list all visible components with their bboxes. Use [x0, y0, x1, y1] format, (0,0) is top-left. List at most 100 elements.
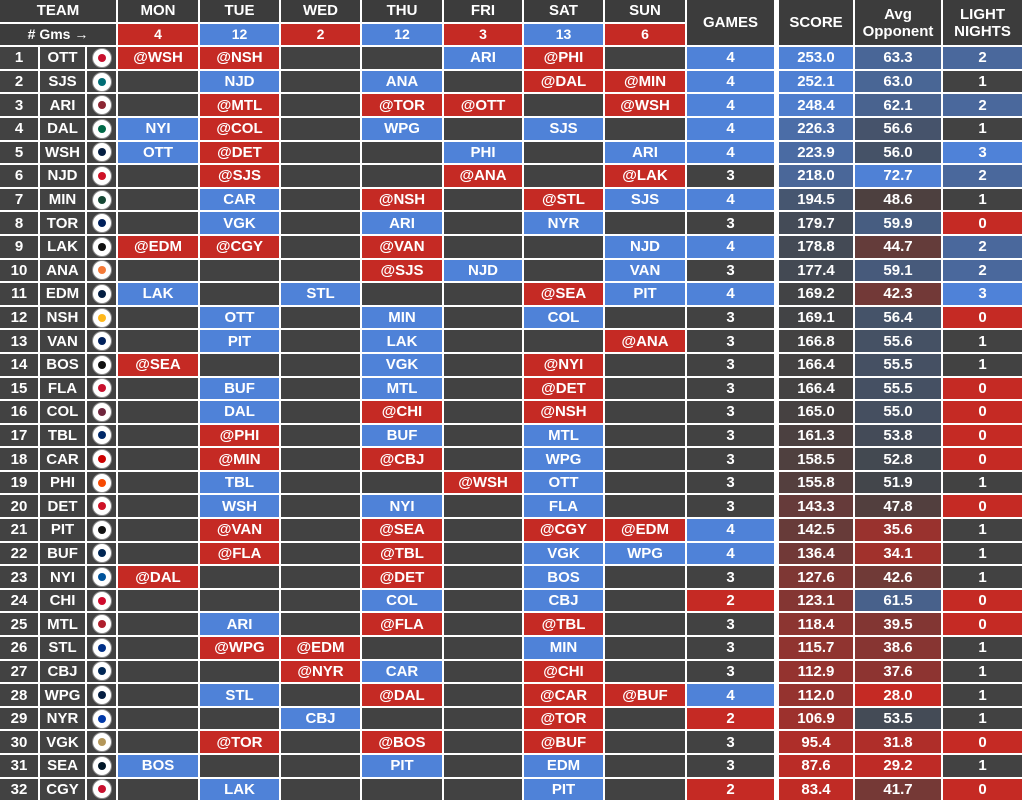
team-abbr-cell: DAL — [40, 117, 87, 142]
team-logo-cell — [87, 212, 118, 236]
matchup-cell-tue: BUF — [200, 377, 281, 402]
matchup-cell-sun: @BUF — [605, 684, 687, 708]
light-nights-cell: 1 — [943, 707, 1024, 732]
rank-cell: 29 — [0, 707, 40, 732]
matchup-cell-mon — [118, 471, 200, 496]
matchup-cell-wed — [281, 188, 362, 213]
light-nights-cell: 1 — [943, 660, 1024, 685]
table-row: 15 FLA BUF MTL @DET 3 166.4 55.5 0 — [0, 377, 1024, 402]
team-logo-cell — [87, 589, 118, 614]
games-cell: 4 — [687, 519, 779, 543]
light-nights-cell: 2 — [943, 235, 1024, 260]
matchup-cell-thu — [362, 778, 444, 803]
hurricanes-logo-icon — [91, 449, 112, 470]
matchup-cell-wed — [281, 165, 362, 189]
golden-knights-logo-icon — [91, 732, 112, 753]
table-row: 25 MTL ARI @FLA @TBL 3 118.4 39.5 0 — [0, 613, 1024, 638]
team-logo-cell — [87, 235, 118, 260]
matchup-cell-fri — [444, 70, 524, 95]
day-count-tue: 12 — [200, 23, 281, 48]
gms-label: # Gms → — [0, 23, 118, 48]
light-nights-cell: 2 — [943, 47, 1024, 71]
matchup-cell-sun — [605, 660, 687, 685]
matchup-cell-tue: @DET — [200, 141, 281, 166]
team-abbr-cell: VAN — [40, 330, 87, 354]
light-nights-cell: 0 — [943, 377, 1024, 402]
matchup-cell-tue — [200, 707, 281, 732]
matchup-cell-sun — [605, 778, 687, 803]
team-logo-cell — [87, 542, 118, 567]
games-cell: 3 — [687, 448, 779, 472]
matchup-cell-mon — [118, 589, 200, 614]
matchup-cell-wed — [281, 330, 362, 354]
matchup-cell-thu — [362, 141, 444, 166]
stars-logo-icon — [91, 118, 112, 139]
table-row: 2 SJS NJD ANA @DAL @MIN 4 252.1 63.0 1 — [0, 70, 1024, 95]
matchup-cell-sat: @SEA — [524, 283, 605, 307]
rank-cell: 15 — [0, 377, 40, 402]
matchup-cell-sat: @DET — [524, 377, 605, 402]
score-cell: 166.4 — [779, 377, 855, 402]
matchup-cell-sat: @CHI — [524, 660, 605, 685]
games-cell: 4 — [687, 117, 779, 142]
rank-cell: 18 — [0, 448, 40, 472]
day-header-thu: THU — [362, 0, 444, 24]
avg-opponent-cell: 56.4 — [855, 306, 943, 331]
matchup-cell-thu: COL — [362, 589, 444, 614]
day-count-thu: 12 — [362, 23, 444, 48]
matchup-cell-sun: SJS — [605, 188, 687, 213]
matchup-cell-tue: @COL — [200, 117, 281, 142]
games-cell: 3 — [687, 330, 779, 354]
matchup-cell-fri — [444, 448, 524, 472]
matchup-cell-sat: @PHI — [524, 47, 605, 71]
team-logo-cell — [87, 306, 118, 331]
blues-logo-icon — [91, 637, 112, 658]
matchup-cell-sun — [605, 566, 687, 590]
matchup-cell-wed — [281, 778, 362, 803]
matchup-cell-sat — [524, 330, 605, 354]
matchup-cell-tue: DAL — [200, 401, 281, 425]
table-row: 10 ANA @SJS NJD VAN 3 177.4 59.1 2 — [0, 259, 1024, 284]
matchup-cell-mon — [118, 778, 200, 803]
matchup-cell-tue: ARI — [200, 613, 281, 638]
matchup-cell-sat: CBJ — [524, 589, 605, 614]
avg-opponent-cell: 55.0 — [855, 401, 943, 425]
matchup-cell-sat: NYR — [524, 212, 605, 236]
games-cell: 4 — [687, 70, 779, 95]
rank-cell: 13 — [0, 330, 40, 354]
light-nights-cell: 1 — [943, 471, 1024, 496]
team-abbr-cell: LAK — [40, 235, 87, 260]
table-row: 14 BOS @SEA VGK @NYI 3 166.4 55.5 1 — [0, 353, 1024, 378]
matchup-cell-mon: @SEA — [118, 353, 200, 378]
avg-opponent-cell: 39.5 — [855, 613, 943, 638]
team-abbr-cell: VGK — [40, 731, 87, 755]
table-row: 9 LAK @EDM @CGY @VAN NJD 4 178.8 44.7 2 — [0, 235, 1024, 260]
table-row: 11 EDM LAK STL @SEA PIT 4 169.2 42.3 3 — [0, 283, 1024, 307]
table-row: 24 CHI COL CBJ 2 123.1 61.5 0 — [0, 589, 1024, 614]
avg-opponent-cell: 28.0 — [855, 684, 943, 708]
team-logo-cell — [87, 165, 118, 189]
games-cell: 4 — [687, 283, 779, 307]
matchup-cell-thu: @DAL — [362, 684, 444, 708]
rank-cell: 10 — [0, 259, 40, 284]
matchup-cell-tue — [200, 283, 281, 307]
table-row: 12 NSH OTT MIN COL 3 169.1 56.4 0 — [0, 306, 1024, 331]
matchup-cell-sat: MIN — [524, 637, 605, 661]
score-cell: 169.1 — [779, 306, 855, 331]
matchup-cell-sun — [605, 448, 687, 472]
team-logo-cell — [87, 448, 118, 472]
games-cell: 2 — [687, 707, 779, 732]
light-nights-cell: 0 — [943, 613, 1024, 638]
games-count-row: # Gms → 4 12 2 12 3 13 6 — [0, 23, 1024, 48]
matchup-cell-thu: ARI — [362, 212, 444, 236]
table-row: 18 CAR @MIN @CBJ WPG 3 158.5 52.8 0 — [0, 448, 1024, 472]
light-nights-cell: 0 — [943, 731, 1024, 755]
avg-opponent-cell: 53.5 — [855, 707, 943, 732]
team-logo-cell — [87, 660, 118, 685]
avg-header-line1: Avg — [884, 5, 912, 23]
matchup-cell-mon — [118, 707, 200, 732]
matchup-cell-mon: @EDM — [118, 235, 200, 260]
score-cell: 226.3 — [779, 117, 855, 142]
team-abbr-cell: COL — [40, 401, 87, 425]
avg-opponent-header: Avg Opponent — [855, 0, 943, 48]
